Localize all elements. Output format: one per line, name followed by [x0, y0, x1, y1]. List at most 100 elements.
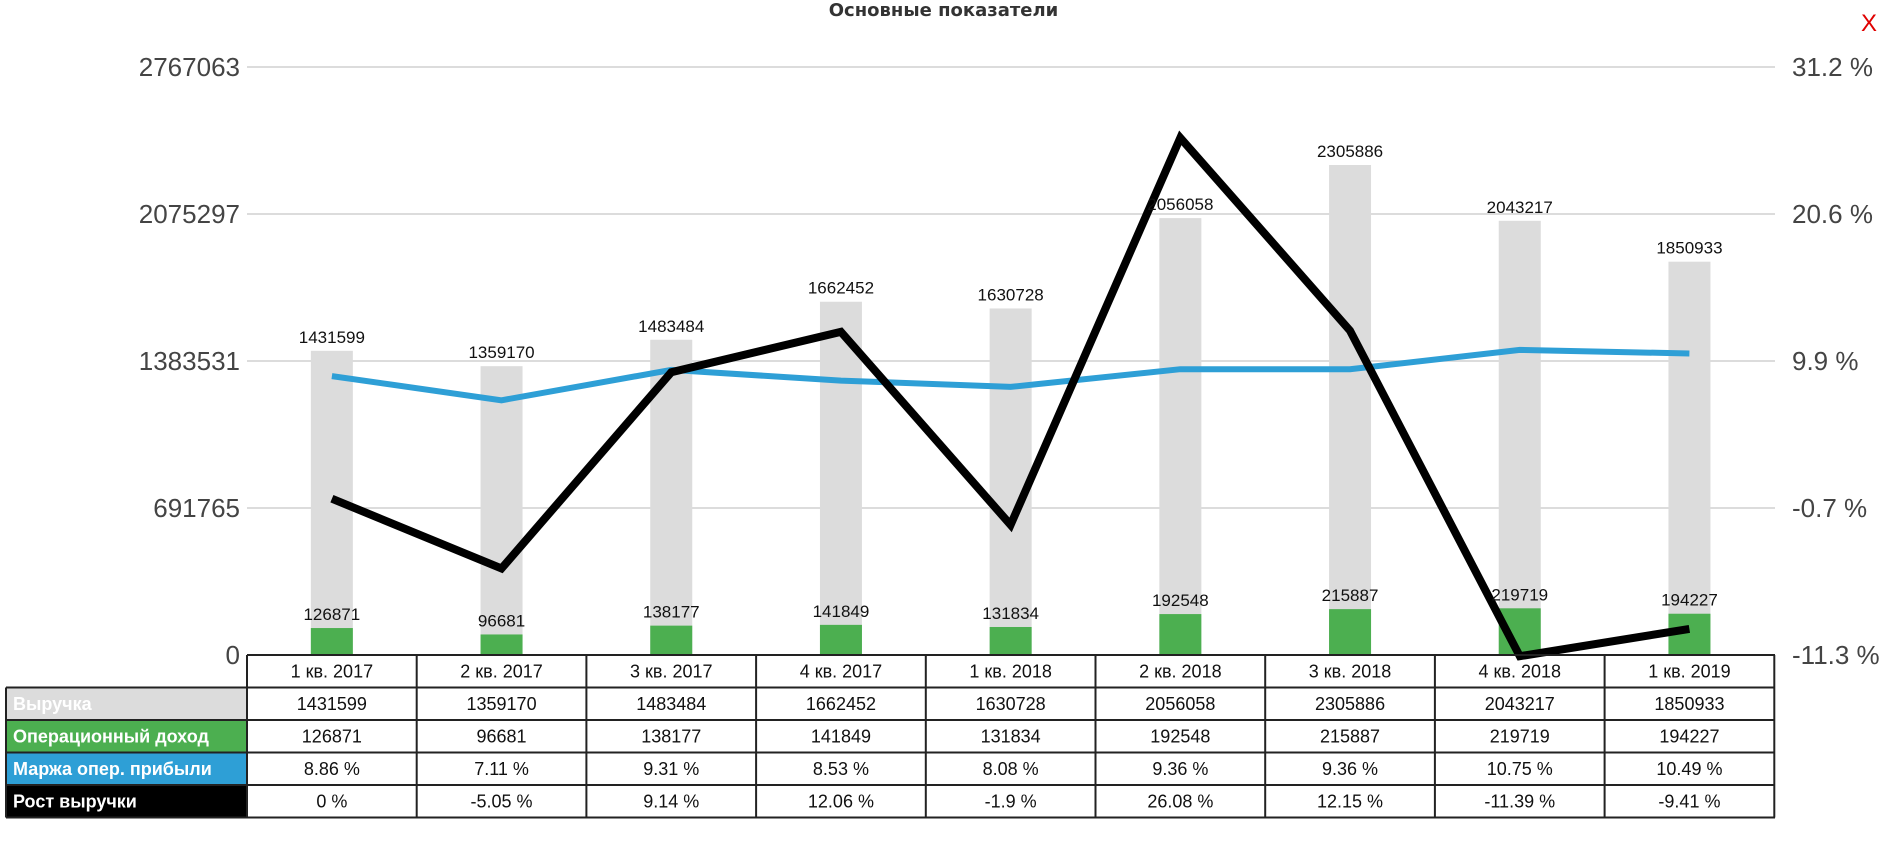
table-header-category: 1 кв. 2017 — [291, 661, 374, 681]
table-cell: 9.36 % — [1322, 759, 1378, 779]
table-row-label-cell — [6, 720, 247, 753]
y-left-tick-label: 1383531 — [139, 346, 240, 376]
y-right-tick-label: -11.3 % — [1792, 640, 1880, 670]
y-right-tick-label: -0.7 % — [1792, 493, 1867, 523]
growth-line — [330, 130, 1691, 661]
table-header-category: 1 кв. 2019 — [1648, 661, 1731, 681]
table-cell: 219719 — [1490, 726, 1550, 746]
table-cell: 2056058 — [1145, 694, 1215, 714]
revenue-data-label: 2043217 — [1487, 198, 1553, 217]
operating-income-bar — [650, 625, 693, 655]
margin-line — [331, 346, 1690, 404]
table-cell: -9.41 % — [1658, 791, 1720, 811]
table-cell: 194227 — [1659, 726, 1719, 746]
operating-income-data-label: 194227 — [1661, 591, 1718, 610]
y-left-tick-label: 2767063 — [139, 52, 240, 82]
table-cell: 12.15 % — [1317, 791, 1383, 811]
table-header-category: 3 кв. 2018 — [1309, 661, 1392, 681]
table-row-label-cell — [6, 785, 247, 818]
table-header-category: 4 кв. 2017 — [800, 661, 883, 681]
operating-income-bar — [989, 626, 1032, 655]
table-row-label: Операционный доход — [13, 726, 209, 746]
revenue-bar — [819, 301, 862, 655]
table-cell: 1431599 — [297, 694, 367, 714]
table-cell: 131834 — [981, 726, 1041, 746]
table-header-category: 2 кв. 2017 — [460, 661, 543, 681]
table-header-category: 2 кв. 2018 — [1139, 661, 1222, 681]
table-cell: 96681 — [477, 726, 527, 746]
operating-income-data-label: 126871 — [303, 605, 360, 624]
table-cell: 1630728 — [976, 694, 1046, 714]
table-row-label-cell — [6, 752, 247, 785]
y-right-tick-label: 9.9 % — [1792, 346, 1859, 376]
revenue-bar — [1329, 164, 1372, 655]
table-row-label: Маржа опер. прибыли — [13, 759, 212, 779]
revenue-bar — [1668, 261, 1711, 655]
table-header-category: 4 кв. 2018 — [1479, 661, 1562, 681]
table-row-label: Рост выручки — [13, 791, 137, 811]
table-cell: 1850933 — [1654, 694, 1724, 714]
table-header-category: 3 кв. 2017 — [630, 661, 713, 681]
operating-income-bar — [310, 628, 353, 655]
table-cell: 7.11 % — [474, 759, 529, 779]
table-cell: 192548 — [1150, 726, 1210, 746]
table-cell: 9.36 % — [1152, 759, 1208, 779]
revenue-bar — [1498, 220, 1541, 655]
operating-income-data-label: 219719 — [1491, 585, 1548, 604]
table-cell: 9.31 % — [643, 759, 699, 779]
y-right-tick-label: 31.2 % — [1792, 52, 1873, 82]
table-cell: 12.06 % — [808, 791, 874, 811]
revenue-bar — [989, 308, 1032, 655]
table-cell: 1483484 — [636, 694, 706, 714]
table-cell: 26.08 % — [1147, 791, 1213, 811]
table-header-category: 1 кв. 2018 — [969, 661, 1052, 681]
table-cell: -1.9 % — [985, 791, 1037, 811]
y-left-tick-label: 2075297 — [139, 199, 240, 229]
table-cell: 138177 — [641, 726, 701, 746]
y-right-tick-label: 20.6 % — [1792, 199, 1873, 229]
revenue-data-label: 1483484 — [638, 317, 704, 336]
close-button[interactable]: X — [1860, 10, 1877, 37]
table-cell: 141849 — [811, 726, 871, 746]
operating-income-bar — [1329, 609, 1372, 655]
operating-income-data-label: 138177 — [643, 603, 700, 622]
table-cell: 2043217 — [1485, 694, 1555, 714]
table-cell: 2305886 — [1315, 694, 1385, 714]
table-cell: 8.08 % — [983, 759, 1039, 779]
operating-income-data-label: 215887 — [1322, 586, 1379, 605]
revenue-data-label: 1431599 — [299, 328, 365, 347]
table-cell: -11.39 % — [1484, 791, 1555, 811]
revenue-data-label: 1662452 — [808, 279, 874, 298]
revenue-bar — [1159, 218, 1202, 656]
table-cell: 0 % — [316, 791, 347, 811]
table-row-label-cell — [6, 687, 247, 720]
table-cell: 215887 — [1320, 726, 1380, 746]
revenue-data-label: 1359170 — [468, 343, 534, 362]
table-row-label: Выручка — [13, 694, 93, 714]
operating-income-data-label: 96681 — [478, 611, 525, 630]
table-cell: 126871 — [302, 726, 362, 746]
operating-income-bar — [819, 624, 862, 655]
operating-income-bar — [480, 634, 523, 655]
operating-income-data-label: 192548 — [1152, 591, 1209, 610]
revenue-data-label: 1850933 — [1656, 239, 1722, 258]
revenue-data-label: 1630728 — [978, 285, 1044, 304]
y-left-tick-label: 0 — [226, 640, 240, 670]
table-cell: 10.75 % — [1487, 759, 1553, 779]
y-left-tick-label: 691765 — [153, 493, 240, 523]
revenue-data-label: 2056058 — [1147, 195, 1213, 214]
operating-income-data-label: 131834 — [982, 604, 1039, 623]
table-cell: 1662452 — [806, 694, 876, 714]
table-cell: 1359170 — [467, 694, 537, 714]
table-cell: -5.05 % — [471, 791, 533, 811]
revenue-data-label: 2305886 — [1317, 142, 1383, 161]
table-cell: 10.49 % — [1656, 759, 1722, 779]
revenue-bar — [480, 366, 523, 655]
chart-title: Основные показатели — [828, 0, 1059, 21]
operating-income-data-label: 141849 — [813, 602, 870, 621]
operating-income-bar — [1159, 614, 1202, 655]
table-cell: 8.53 % — [813, 759, 869, 779]
table-cell: 8.86 % — [304, 759, 360, 779]
table-cell: 9.14 % — [643, 791, 699, 811]
